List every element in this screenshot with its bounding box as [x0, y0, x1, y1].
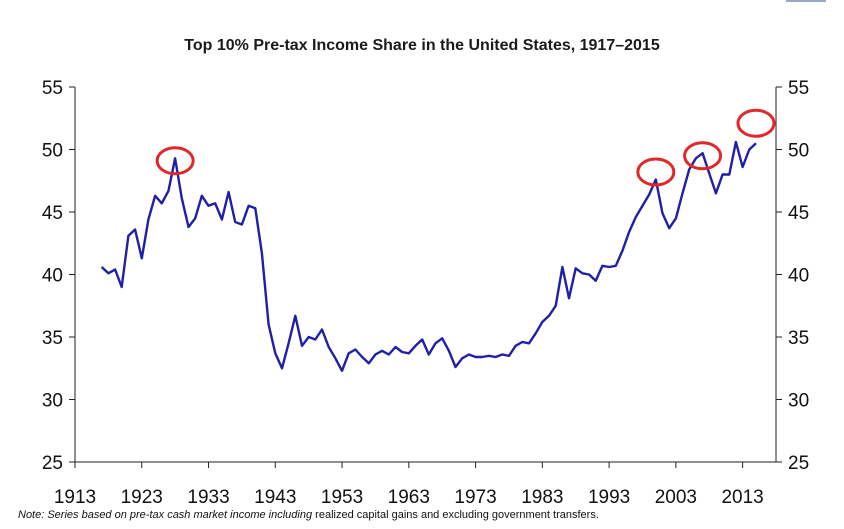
y-right-tick-label: 45 [788, 203, 809, 224]
y-axis-left: 25 30 35 40 45 50 55 [42, 78, 75, 474]
note-italic-text: Note: Series based on pre-tax cash marke… [18, 509, 313, 521]
x-tick-label: 2013 [721, 487, 763, 508]
highlight-circle [636, 157, 676, 187]
x-tick-label: 2003 [655, 487, 697, 508]
highlight-circle [155, 146, 195, 176]
y-right-tick-label: 55 [788, 78, 809, 99]
series-layer [100, 140, 757, 372]
x-tick-label: 1953 [321, 487, 363, 508]
y-left-tick-label: 30 [42, 391, 63, 412]
x-tick-label: 1933 [187, 487, 229, 508]
y-left-tick-label: 45 [42, 203, 63, 224]
y-left-tick-label: 50 [42, 141, 63, 162]
y-axis-right: 25 30 35 40 45 50 55 [776, 78, 809, 474]
x-tick-label: 1983 [521, 487, 563, 508]
plot-frame [74, 87, 777, 463]
x-tick-label: 1973 [454, 487, 496, 508]
x-tick-label: 1993 [588, 487, 630, 508]
chart-note: Note: Series based on pre-tax cash marke… [18, 509, 599, 521]
y-right-tick-label: 35 [788, 328, 809, 349]
y-left-tick-label: 40 [42, 266, 63, 287]
y-right-tick-label: 25 [788, 453, 809, 474]
highlight-circle [736, 108, 776, 138]
x-tick-label: 1943 [254, 487, 296, 508]
x-axis: 1913 1923 1933 1943 1953 1963 1973 1983 1993 2003… [54, 462, 764, 508]
note-plain-text: realized capital gains and excluding gov… [312, 509, 599, 521]
x-tick-label: 1913 [54, 487, 96, 508]
y-left-tick-label: 55 [42, 78, 63, 99]
y-left-tick-label: 35 [42, 328, 63, 349]
y-left-tick-label: 25 [42, 453, 63, 474]
highlight-layer [155, 108, 776, 187]
series-line [100, 140, 757, 372]
corner-mark [786, 0, 826, 2]
chart-title: Top 10% Pre-tax Income Share in the Unit… [184, 37, 660, 54]
y-right-tick-label: 40 [788, 266, 809, 287]
highlight-circle [683, 141, 723, 171]
x-tick-label: 1923 [121, 487, 163, 508]
y-right-tick-label: 50 [788, 141, 809, 162]
y-right-tick-label: 30 [788, 391, 809, 412]
x-tick-label: 1963 [388, 487, 430, 508]
